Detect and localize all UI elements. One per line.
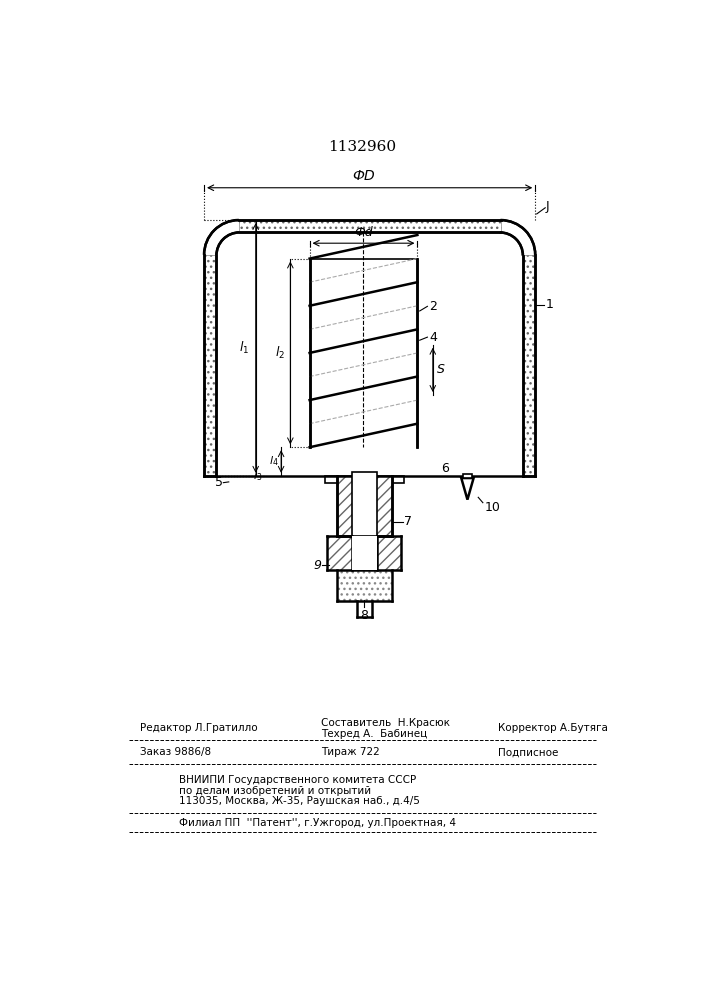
Text: ФD: ФD — [352, 169, 375, 183]
Polygon shape — [327, 536, 402, 570]
Text: $l_2$: $l_2$ — [275, 345, 285, 361]
Polygon shape — [461, 478, 474, 500]
Text: 4: 4 — [429, 331, 437, 344]
Text: $l_1$: $l_1$ — [240, 340, 250, 356]
Text: 7: 7 — [404, 515, 412, 528]
Text: 1132960: 1132960 — [328, 140, 396, 154]
Text: 9: 9 — [313, 559, 321, 572]
Text: Корректор А.Бутяга: Корректор А.Бутяга — [498, 723, 608, 733]
Text: 8: 8 — [361, 609, 368, 622]
Text: Подписное: Подписное — [498, 747, 559, 757]
Polygon shape — [463, 474, 472, 478]
Text: 1: 1 — [546, 298, 554, 311]
Text: S: S — [437, 363, 445, 376]
Text: 2: 2 — [429, 300, 437, 313]
Polygon shape — [204, 255, 216, 476]
Text: по делам изобретений и открытий: по делам изобретений и открытий — [179, 786, 370, 796]
Polygon shape — [337, 570, 392, 601]
Polygon shape — [325, 476, 404, 483]
Text: J: J — [546, 200, 549, 213]
Text: Филиал ПП  ''Патент'', г.Ужгород, ул.Проектная, 4: Филиал ПП ''Патент'', г.Ужгород, ул.Прое… — [179, 818, 456, 828]
Text: $l_4$: $l_4$ — [269, 455, 279, 468]
Text: Составитель  Н.Красюк: Составитель Н.Красюк — [321, 718, 450, 728]
Polygon shape — [337, 476, 392, 536]
Text: 10: 10 — [484, 501, 501, 514]
Text: Тираж 722: Тираж 722 — [321, 747, 380, 757]
Text: Редактор Л.Гратилло: Редактор Л.Гратилло — [140, 723, 258, 733]
Polygon shape — [239, 220, 501, 232]
Text: 113035, Москва, Ж-35, Раушская наб., д.4/5: 113035, Москва, Ж-35, Раушская наб., д.4… — [179, 796, 419, 806]
Polygon shape — [352, 536, 377, 570]
Text: $l_3$: $l_3$ — [252, 469, 262, 483]
Text: Техред А.  Бабинец: Техред А. Бабинец — [321, 729, 428, 739]
Text: 6: 6 — [441, 462, 449, 475]
Polygon shape — [352, 472, 377, 536]
Polygon shape — [523, 255, 535, 476]
Text: 5: 5 — [215, 476, 223, 489]
Text: Заказ 9886/8: Заказ 9886/8 — [140, 747, 211, 757]
Text: ВНИИПИ Государственного комитета СССР: ВНИИПИ Государственного комитета СССР — [179, 775, 416, 785]
Text: Фd: Фd — [354, 226, 373, 239]
